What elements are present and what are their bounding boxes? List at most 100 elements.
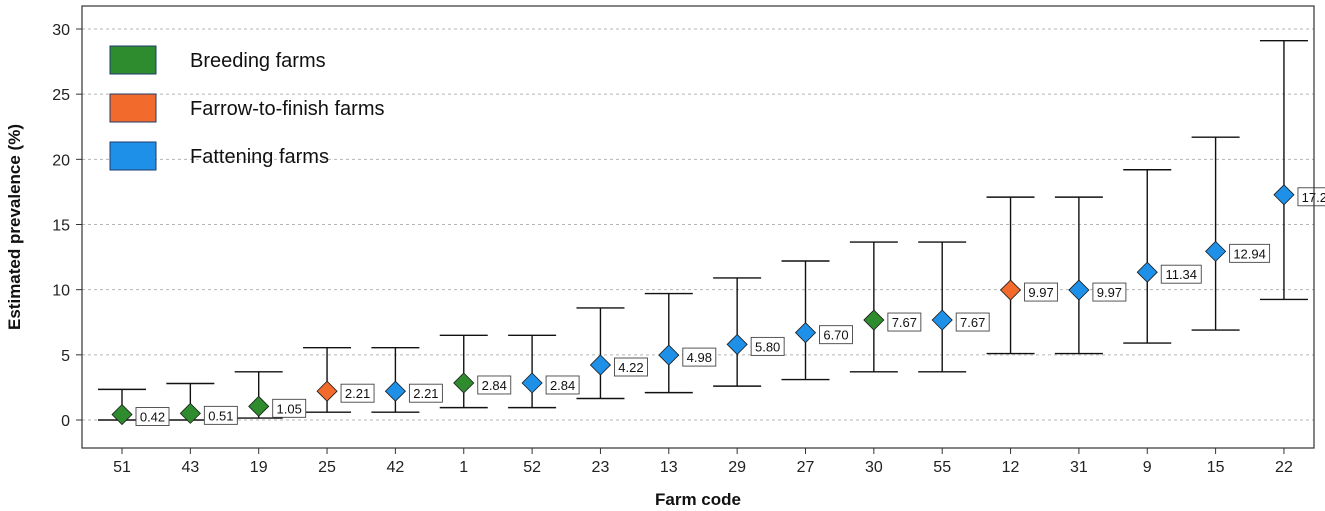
legend-label: Farrow-to-finish farms <box>190 98 384 120</box>
value-label: 4.98 <box>687 350 712 365</box>
marker-fattening <box>726 333 748 355</box>
x-tick-label: 29 <box>728 459 746 476</box>
error-bar <box>713 277 762 387</box>
x-tick-label: 51 <box>113 459 131 476</box>
x-tick-label: 9 <box>1143 459 1152 476</box>
x-tick-label: 15 <box>1207 459 1225 476</box>
error-bar <box>1123 169 1172 344</box>
x-tick-label: 22 <box>1275 459 1293 476</box>
x-tick-label: 23 <box>592 459 610 476</box>
legend-swatch <box>109 141 157 171</box>
value-label-box: 6.70 <box>819 325 853 345</box>
value-label-box: 2.84 <box>477 375 512 395</box>
value-label: 9.97 <box>1028 285 1053 300</box>
marker-fattening <box>1273 184 1295 206</box>
error-bar <box>986 196 1035 355</box>
legend-item-fattening: Fattening farms <box>109 141 329 171</box>
data-markers <box>111 184 1295 426</box>
value-label-frame <box>614 357 648 377</box>
y-axis-title: Estimated prevalence (%) <box>5 124 24 330</box>
error-bar <box>781 260 830 381</box>
x-tick-label: 52 <box>523 459 541 476</box>
x-tick-label: 31 <box>1070 459 1088 476</box>
value-label-box: 9.97 <box>1024 282 1059 302</box>
x-tick-label: 42 <box>387 459 405 476</box>
value-label: 1.05 <box>277 401 302 416</box>
value-label: 4.22 <box>618 360 643 375</box>
value-label-box: 17.28 <box>1297 187 1325 207</box>
value-label-box: 11.34 <box>1160 264 1202 284</box>
x-tick-label: 12 <box>1002 459 1020 476</box>
error-bar <box>1259 40 1308 301</box>
value-label: 2.21 <box>345 386 370 401</box>
value-label: 2.84 <box>550 378 575 393</box>
x-tick-label: 55 <box>933 459 951 476</box>
marker-fattening <box>794 322 817 344</box>
legend: Breeding farms Farrow-to-finish farms Fatt… <box>109 45 384 171</box>
marker-breeding <box>248 395 270 417</box>
plot-frame <box>81 5 1315 449</box>
value-label-box: 0.51 <box>203 405 238 425</box>
y-tick-label: 20 <box>52 152 70 169</box>
error-bar <box>508 334 557 409</box>
value-label-frame <box>682 347 717 367</box>
value-label-box: 4.22 <box>614 357 648 377</box>
error-bar <box>576 307 625 400</box>
value-label-frame <box>545 375 580 395</box>
marker-fattening <box>1205 240 1227 262</box>
error-bars <box>98 40 1308 421</box>
marker-farrow <box>999 279 1022 301</box>
marker-breeding <box>111 403 133 426</box>
marker-breeding <box>179 402 201 424</box>
value-label-box: 2.21 <box>408 383 443 403</box>
value-label-frame <box>477 375 512 395</box>
value-label: 12.94 <box>1233 246 1266 261</box>
value-label: 0.51 <box>208 408 233 423</box>
error-bar <box>1191 136 1240 331</box>
legend-label: Breeding farms <box>190 50 326 72</box>
value-label-frame <box>272 398 307 418</box>
marker-fattening <box>1136 261 1158 283</box>
marker-breeding <box>453 372 475 394</box>
value-label: 0.42 <box>140 410 165 425</box>
y-tick-label: 0 <box>61 413 70 430</box>
value-label-box: 2.21 <box>340 383 375 403</box>
x-tick-label: 1 <box>459 459 468 476</box>
error-bar <box>439 334 488 409</box>
value-label-frame <box>819 325 853 345</box>
value-label-frame <box>203 405 238 425</box>
y-tick-label: 5 <box>61 348 70 365</box>
legend-swatch <box>109 45 157 75</box>
value-label: 7.67 <box>960 315 985 330</box>
error-bar <box>918 241 967 373</box>
x-tick-label: 13 <box>660 459 678 476</box>
error-bar <box>644 292 693 394</box>
value-label-box: 0.42 <box>135 407 170 426</box>
legend-swatch <box>109 93 157 123</box>
value-label: 7.67 <box>892 315 917 330</box>
value-label: 6.70 <box>823 328 848 343</box>
x-axis: 51 43 19 25 42 1 52 23 13 29 27 30 55 12 31 9 15 22 <box>113 448 1293 476</box>
marker-fattening <box>384 380 406 402</box>
y-tick-label: 30 <box>52 22 70 39</box>
value-label-frame <box>1092 282 1127 302</box>
x-tick-label: 19 <box>250 459 268 476</box>
value-label-box: 1.05 <box>272 398 307 418</box>
value-label: 2.84 <box>482 378 507 393</box>
value-label: 9.97 <box>1097 285 1122 300</box>
legend-item-breeding: Breeding farms <box>109 45 326 75</box>
value-label-box: 4.98 <box>682 347 717 367</box>
value-label-box: 2.84 <box>545 375 580 395</box>
error-bar <box>1054 196 1103 355</box>
value-label: 2.21 <box>413 386 438 401</box>
value-label-frame <box>887 312 922 332</box>
value-label-frame <box>1297 187 1325 207</box>
value-label-box: 9.97 <box>1092 282 1127 302</box>
value-label-frame <box>340 383 375 403</box>
error-bar <box>849 241 898 373</box>
x-tick-label: 25 <box>318 459 336 476</box>
value-labels: 0.42 0.51 1.05 2.21 2.21 2.84 2.84 4.22 4.98 5.80… <box>135 187 1325 426</box>
value-label-box: 12.94 <box>1229 243 1271 263</box>
legend-item-farrow: Farrow-to-finish farms <box>109 93 384 123</box>
